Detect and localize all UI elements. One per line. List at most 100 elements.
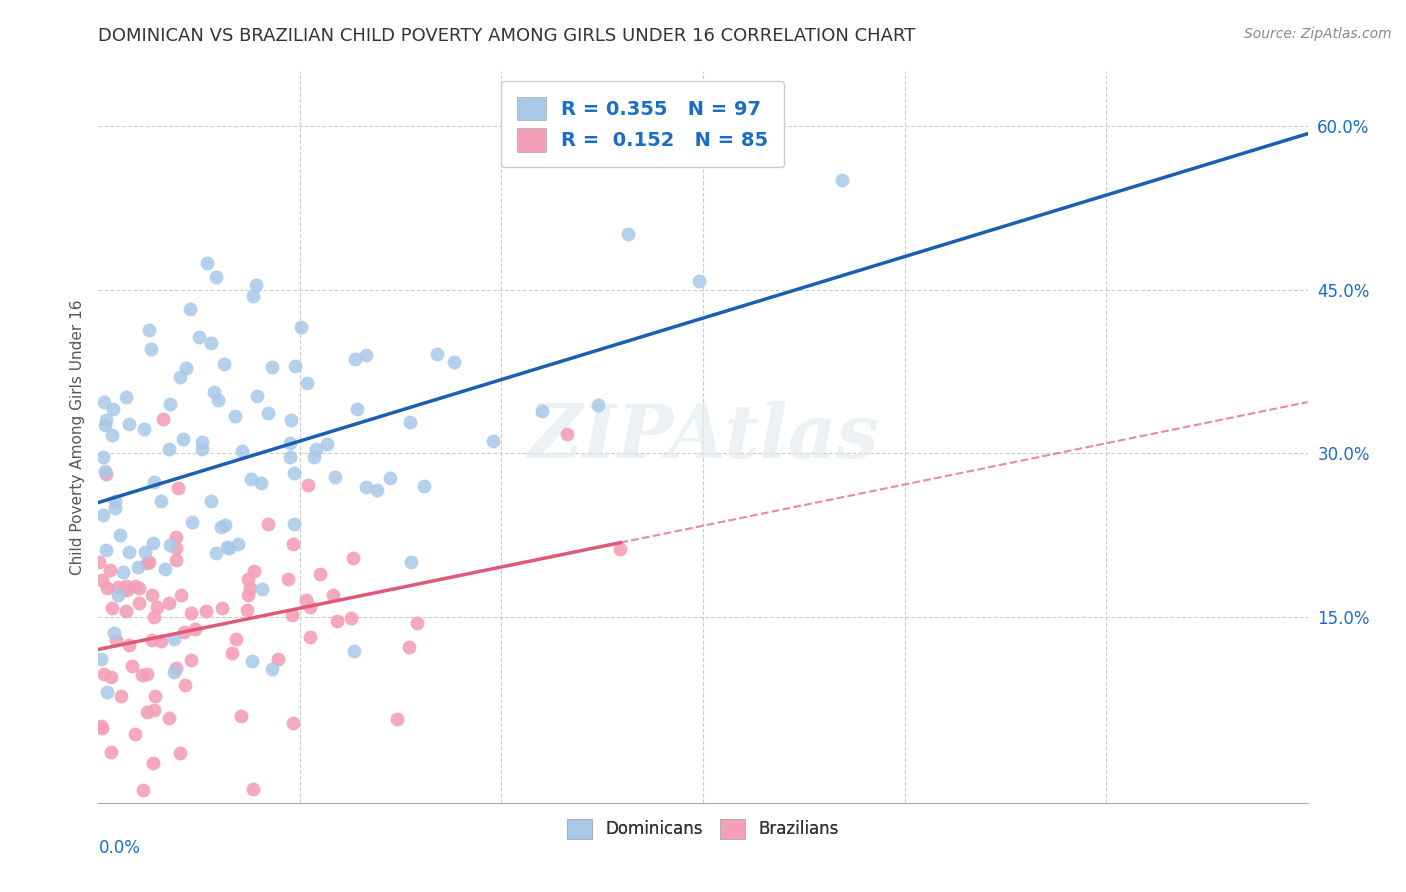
Point <box>94 467 117 482</box>
Point <box>295 376 318 390</box>
Point <box>426 347 449 361</box>
Point <box>180 515 202 529</box>
Point <box>225 632 247 646</box>
Point <box>143 703 166 717</box>
Point <box>530 404 553 418</box>
Point <box>159 538 181 552</box>
Point <box>297 478 319 492</box>
Point <box>142 756 165 770</box>
Point <box>322 588 344 602</box>
Point <box>180 653 202 667</box>
Point <box>173 624 195 639</box>
Point <box>267 652 290 666</box>
Point <box>309 566 332 581</box>
Point <box>211 600 233 615</box>
Point <box>174 361 197 376</box>
Point <box>96 581 118 595</box>
Point <box>260 360 283 375</box>
Point <box>191 434 214 449</box>
Text: 0.0%: 0.0% <box>98 839 141 857</box>
Point <box>481 434 503 448</box>
Point <box>179 302 201 317</box>
Point <box>169 746 191 760</box>
Point <box>157 711 180 725</box>
Point <box>305 442 328 456</box>
Point <box>354 348 377 362</box>
Point <box>100 428 122 442</box>
Point <box>204 546 226 560</box>
Point <box>207 393 229 408</box>
Point <box>145 600 167 615</box>
Point <box>326 614 349 628</box>
Point <box>212 357 235 371</box>
Point <box>197 256 219 270</box>
Point <box>236 603 259 617</box>
Point <box>138 322 160 336</box>
Point <box>378 470 401 484</box>
Point <box>242 564 264 578</box>
Point <box>617 227 640 241</box>
Point <box>90 719 112 733</box>
Point <box>91 450 114 464</box>
Point <box>205 270 228 285</box>
Point <box>93 417 115 432</box>
Point <box>339 611 361 625</box>
Point <box>96 684 118 698</box>
Point <box>110 689 132 703</box>
Point <box>98 564 121 578</box>
Text: DOMINICAN VS BRAZILIAN CHILD POVERTY AMONG GIRLS UNDER 16 CORRELATION CHART: DOMINICAN VS BRAZILIAN CHILD POVERTY AMO… <box>98 27 915 45</box>
Point <box>280 413 302 427</box>
Point <box>283 466 305 480</box>
Point <box>136 667 159 681</box>
Point <box>399 415 422 429</box>
Point <box>385 712 408 726</box>
Point <box>304 450 326 464</box>
Point <box>143 475 166 489</box>
Point <box>215 540 238 554</box>
Point <box>250 475 273 490</box>
Point <box>240 654 263 668</box>
Point <box>280 450 302 465</box>
Point <box>281 607 304 622</box>
Point <box>290 319 312 334</box>
Point <box>117 582 139 597</box>
Point <box>250 582 273 596</box>
Point <box>200 336 222 351</box>
Point <box>159 397 181 411</box>
Point <box>131 668 153 682</box>
Point <box>93 395 115 409</box>
Point <box>295 593 318 607</box>
Point <box>343 643 366 657</box>
Point <box>283 715 305 730</box>
Point <box>134 422 156 436</box>
Point <box>169 369 191 384</box>
Point <box>283 537 305 551</box>
Point <box>342 551 364 566</box>
Point <box>143 610 166 624</box>
Point <box>101 601 124 615</box>
Point <box>157 442 180 457</box>
Point <box>214 518 236 533</box>
Point <box>167 481 190 495</box>
Point <box>90 573 112 587</box>
Point <box>412 479 434 493</box>
Point <box>555 427 578 442</box>
Point <box>165 541 187 556</box>
Point <box>163 665 186 679</box>
Point <box>141 588 163 602</box>
Point <box>118 638 141 652</box>
Point <box>124 579 146 593</box>
Point <box>94 464 117 478</box>
Point <box>107 588 129 602</box>
Point <box>299 599 322 614</box>
Point <box>239 581 262 595</box>
Point <box>831 173 853 187</box>
Point <box>316 437 339 451</box>
Point <box>231 444 253 458</box>
Point <box>239 472 262 486</box>
Point <box>191 442 214 456</box>
Point <box>202 384 225 399</box>
Point <box>134 545 156 559</box>
Y-axis label: Child Poverty Among Girls Under 16: Child Poverty Among Girls Under 16 <box>69 300 84 574</box>
Point <box>443 355 465 369</box>
